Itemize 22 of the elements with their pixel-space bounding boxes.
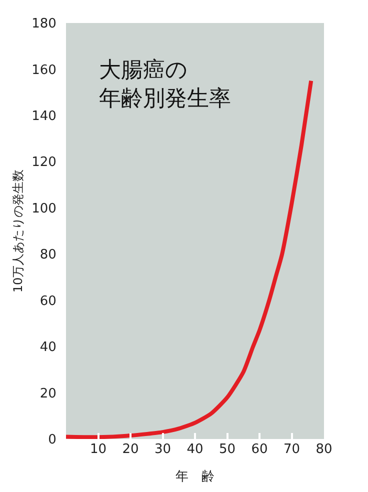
y-tick-label: 160 xyxy=(32,62,56,78)
y-axis-title: 10万人あたりの発生数 xyxy=(10,169,25,293)
line-series xyxy=(66,78,314,439)
x-tick-label: 40 xyxy=(186,442,204,457)
text: 大腸癌の年齢別発生率 xyxy=(99,58,231,112)
x-tick-label: 10 xyxy=(90,442,107,457)
y-tick-label: 0 xyxy=(48,432,56,448)
x-tick-label: 70 xyxy=(283,442,300,457)
y-tick-label: 100 xyxy=(32,201,56,216)
x-tick-label: 80 xyxy=(316,442,332,457)
y-tick-label: 20 xyxy=(40,386,56,402)
x-axis-title: 年 齢 xyxy=(176,470,214,485)
y-tick-label: 180 xyxy=(32,16,56,32)
x-tick-label: 20 xyxy=(122,442,139,457)
y-tick-label: 120 xyxy=(32,155,56,170)
y-tick-label: 40 xyxy=(40,340,56,356)
y-tick-label: 60 xyxy=(40,294,56,309)
x-tick-label: 50 xyxy=(218,442,236,457)
y-tick-label: 140 xyxy=(32,108,56,124)
y-tick-label: 80 xyxy=(40,248,56,263)
x-tick-label: 30 xyxy=(154,442,172,457)
x-tick-label: 60 xyxy=(251,442,268,457)
